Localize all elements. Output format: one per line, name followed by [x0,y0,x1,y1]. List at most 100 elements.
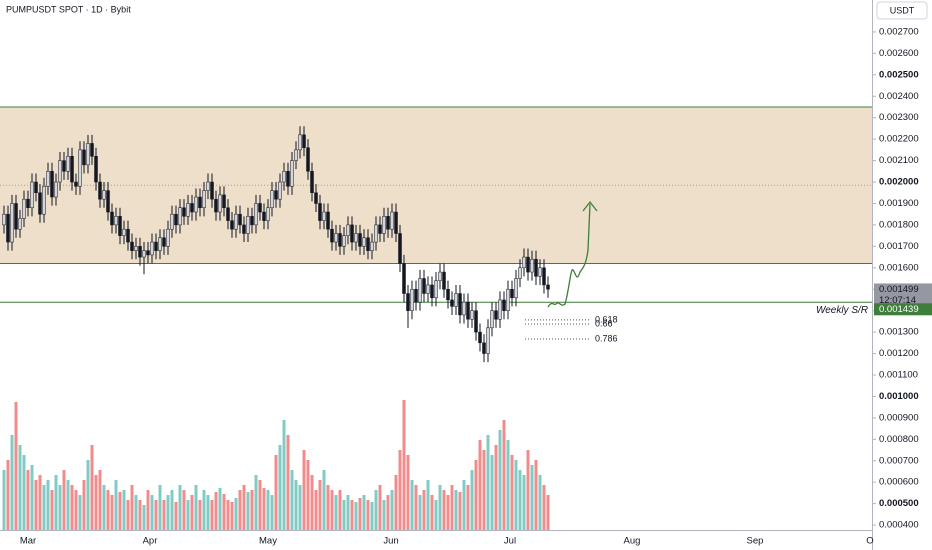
candle-body [62,160,66,172]
volume-bar [230,502,234,530]
x-tick-label: Jun [383,536,398,547]
volume-bar [110,495,114,530]
volume-bar [410,480,414,530]
currency-button[interactable] [876,1,928,20]
volume-bar [10,435,14,530]
volume-bar [314,490,318,530]
candle-body [174,213,178,226]
candle-body [38,192,42,215]
y-tick-label: 0.002400 [879,91,919,102]
candle-body [250,216,254,226]
candle-body [278,181,282,200]
candle-body [486,327,490,354]
candle-body [42,186,46,215]
volume-bar [306,460,310,530]
volume-bar [58,485,62,530]
volume-bar [342,500,346,530]
volume-bar [498,430,502,530]
volume-bar [134,495,138,530]
volume-bar [374,490,378,530]
volume-bar [234,498,238,530]
volume-bar [514,460,518,530]
volume-bar [26,470,30,530]
candle-body [362,237,366,247]
volume-bar [258,480,262,530]
y-tick-label: 0.002000 [879,177,919,188]
candle-body [14,203,18,230]
candle-body [274,190,278,200]
candle-body [130,241,134,251]
volume-bar [38,475,42,530]
candle-body [322,211,326,221]
volume-bar [86,460,90,530]
volume-bar [510,455,514,530]
candle-body [10,203,14,243]
candle-body [258,203,262,213]
candle-body [302,134,306,148]
candle-body [2,213,6,226]
volume-bar [522,475,526,530]
candle-body [78,149,82,187]
candle-body [238,213,242,226]
y-tick-label: 0.002200 [879,134,919,145]
volume-bar [506,440,510,530]
volume-bar [326,485,330,530]
volume-bar [102,485,106,530]
volume-bar [206,495,210,530]
y-tick-label: 0.001100 [879,370,918,381]
candle-body [190,203,194,213]
y-tick-label: 0.000500 [879,498,919,509]
volume-bar [122,490,126,530]
volume-bar [478,440,482,530]
candle-body [166,228,170,247]
candle-body [354,233,358,243]
candle-body [206,181,210,191]
candle-body [246,216,250,234]
candle-body [110,211,114,226]
candle-body [218,194,222,213]
candle-body [234,213,238,230]
candle-body [154,241,158,251]
candle-body [514,278,518,299]
volume-bar [74,490,78,530]
y-tick-label: 0.000400 [879,520,919,531]
candle-body [22,198,26,219]
volume-bar [362,495,366,530]
volume-bar [170,490,174,530]
candle-body [470,310,474,320]
candle-body [426,284,430,294]
candle-body [26,198,30,209]
volume-bar [366,500,370,530]
candle-body [126,228,130,243]
volume-bar [238,490,242,530]
candle-body [342,235,346,247]
candle-body [490,310,494,329]
y-tick-label: 0.002700 [879,26,919,37]
candle-body [370,241,374,251]
candle-body [74,181,78,187]
candle-body [450,299,454,307]
volume-bar [186,500,190,530]
volume-bar [218,488,222,530]
volume-bar [502,420,506,530]
candle-body [526,256,530,273]
volume-bar [98,470,102,530]
volume-bar [310,475,314,530]
candle-body [434,280,438,299]
volume-bar [330,490,334,530]
candle-body [406,293,410,311]
volume-bar [78,495,82,530]
candle-body [186,203,190,217]
candle-body [50,171,54,198]
volume-bar [50,490,54,530]
candle-body [546,284,550,290]
volume-bar [546,495,550,530]
volume-bar [46,480,50,530]
candle-body [438,271,442,281]
volume-bar [302,450,306,530]
candle-body [102,190,106,200]
x-tick-label: Sep [747,536,764,547]
x-tick-label: Jul [504,536,516,547]
currency-label[interactable]: USDT [890,5,915,15]
